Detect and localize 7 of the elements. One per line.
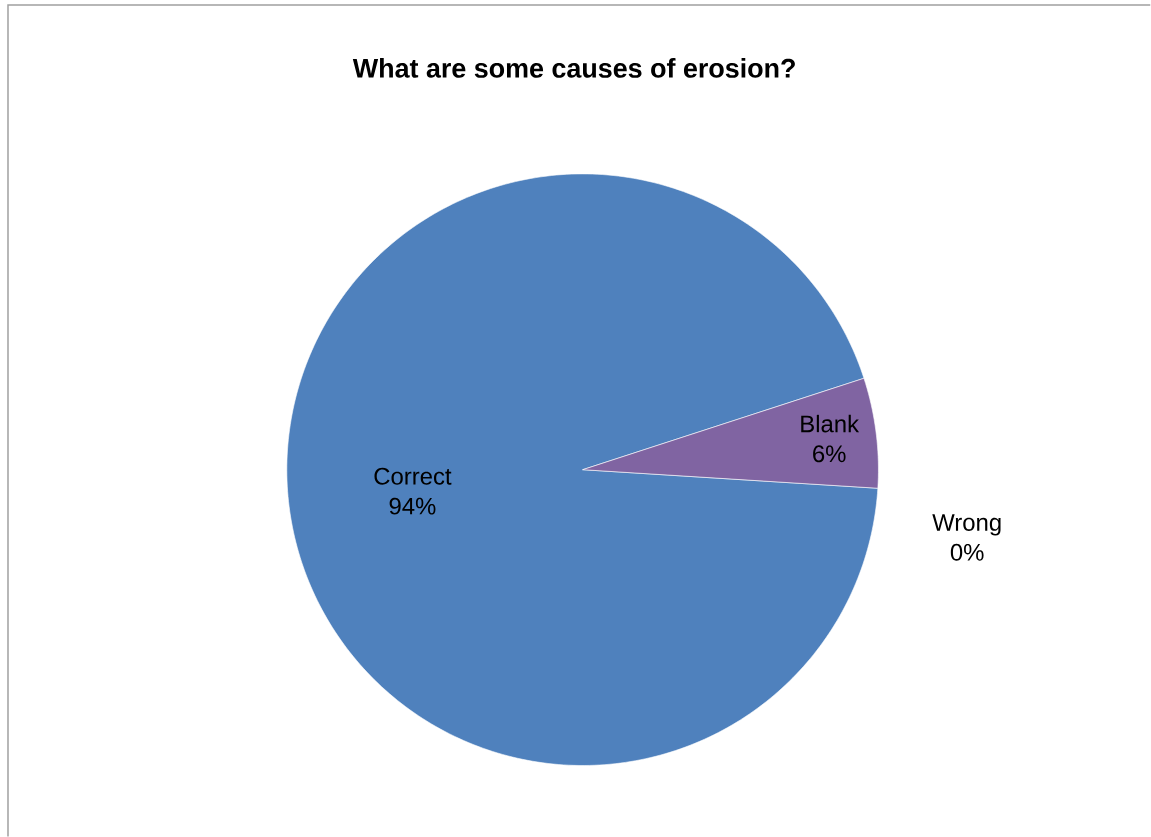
chart-title: What are some causes of erosion? [352, 57, 795, 78]
data-label: 6% [813, 445, 846, 463]
slice-label: Blank [801, 414, 860, 433]
category-label: Wrong [932, 514, 1001, 536]
slice-label: Correct [374, 467, 452, 485]
text: 0% [950, 543, 984, 561]
data-label: 94% [389, 497, 436, 515]
